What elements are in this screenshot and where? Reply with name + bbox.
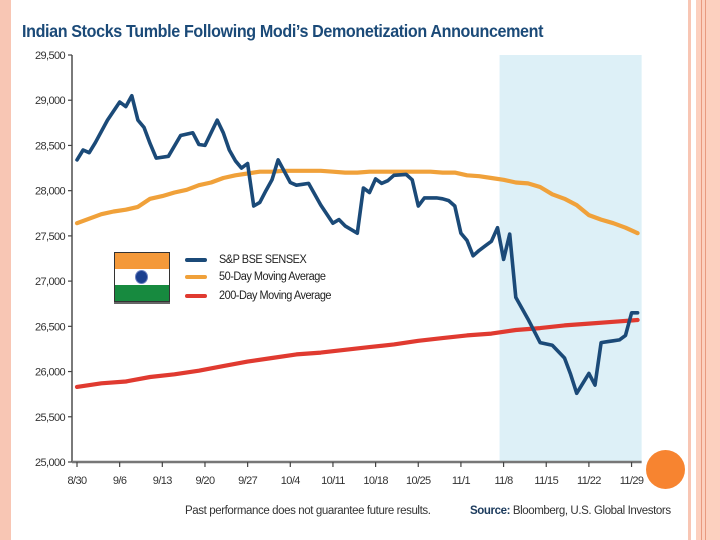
slide-frame-right-border	[696, 0, 720, 540]
y-tick-label: 29,500	[35, 50, 66, 62]
india-flag-icon	[114, 252, 170, 302]
ashoka-chakra-icon	[136, 271, 147, 283]
legend-item-50-day: 50-Day Moving Average	[185, 269, 331, 285]
slide-frame-right-line	[705, 0, 706, 540]
y-tick-label: 29,000	[35, 95, 66, 107]
ma50-line	[74, 168, 640, 236]
source-label: Source:	[470, 505, 511, 517]
slide-frame-left	[0, 0, 11, 540]
sensex-line	[75, 93, 640, 396]
legend-label: 200-Day Moving Average	[219, 290, 332, 302]
legend-label: 50-Day Moving Average	[219, 271, 326, 283]
x-tick-label: 11/1	[452, 475, 471, 487]
x-tick-label: 9/13	[153, 475, 172, 487]
x-tick-label: 11/15	[534, 475, 558, 487]
x-tick-label: 9/6	[113, 475, 127, 487]
y-tick-label: 25,500	[35, 412, 66, 424]
legend-swatch-50-day	[185, 275, 207, 279]
x-tick-label: 11/8	[494, 475, 513, 487]
legend-item-200-day: 200-Day Moving Average	[185, 288, 337, 304]
x-tick-label: 9/27	[238, 475, 257, 487]
highlight-region	[499, 55, 642, 462]
chart-title: Indian Stocks Tumble Following Modi’s De…	[22, 21, 544, 41]
legend-swatch-200-day	[185, 294, 207, 298]
source-value: Bloomberg, U.S. Global Investors	[510, 505, 671, 517]
x-tick-label: 9/20	[195, 475, 214, 487]
x-tick-label: 11/29	[620, 475, 644, 487]
accent-circle	[646, 450, 685, 489]
legend-label: S&P BSE SENSEX	[219, 254, 307, 266]
series-lines	[74, 93, 640, 396]
y-tick-label: 27,000	[35, 276, 66, 288]
x-tick-label: 10/25	[406, 475, 431, 487]
x-tick-label: 10/11	[321, 475, 345, 487]
slide-frame-right-stripe	[688, 0, 691, 540]
legend-item-sensex: S&P BSE SENSEX	[185, 252, 311, 268]
y-tick-label: 26,500	[35, 321, 66, 333]
legend-swatch-sensex	[185, 258, 207, 262]
slide-frame-right-line	[701, 0, 702, 540]
y-tick-label: 28,500	[35, 140, 66, 152]
x-tick-label: 8/30	[67, 475, 86, 487]
y-tick-label: 27,500	[35, 231, 66, 243]
x-axis: 8/30 9/6 9/13 9/20 9/27 10/4 10/11 10/18 10/25 11…	[67, 460, 644, 487]
source-text: Source: Bloomberg, U.S. Global Investors	[470, 505, 671, 517]
ma200-line	[74, 317, 640, 389]
y-tick-label: 25,000	[35, 457, 66, 469]
y-axis: 25,000 25,500 26,000 26,500 27,000 27,500 28,0…	[35, 50, 73, 469]
y-tick-label: 28,000	[35, 186, 66, 198]
y-tick-label: 26,000	[35, 367, 66, 379]
x-tick-label: 10/18	[363, 475, 388, 487]
x-tick-label: 10/4	[281, 475, 300, 487]
x-tick-label: 11/22	[577, 475, 601, 487]
disclaimer-text: Past performance does not guarantee futu…	[185, 505, 431, 517]
